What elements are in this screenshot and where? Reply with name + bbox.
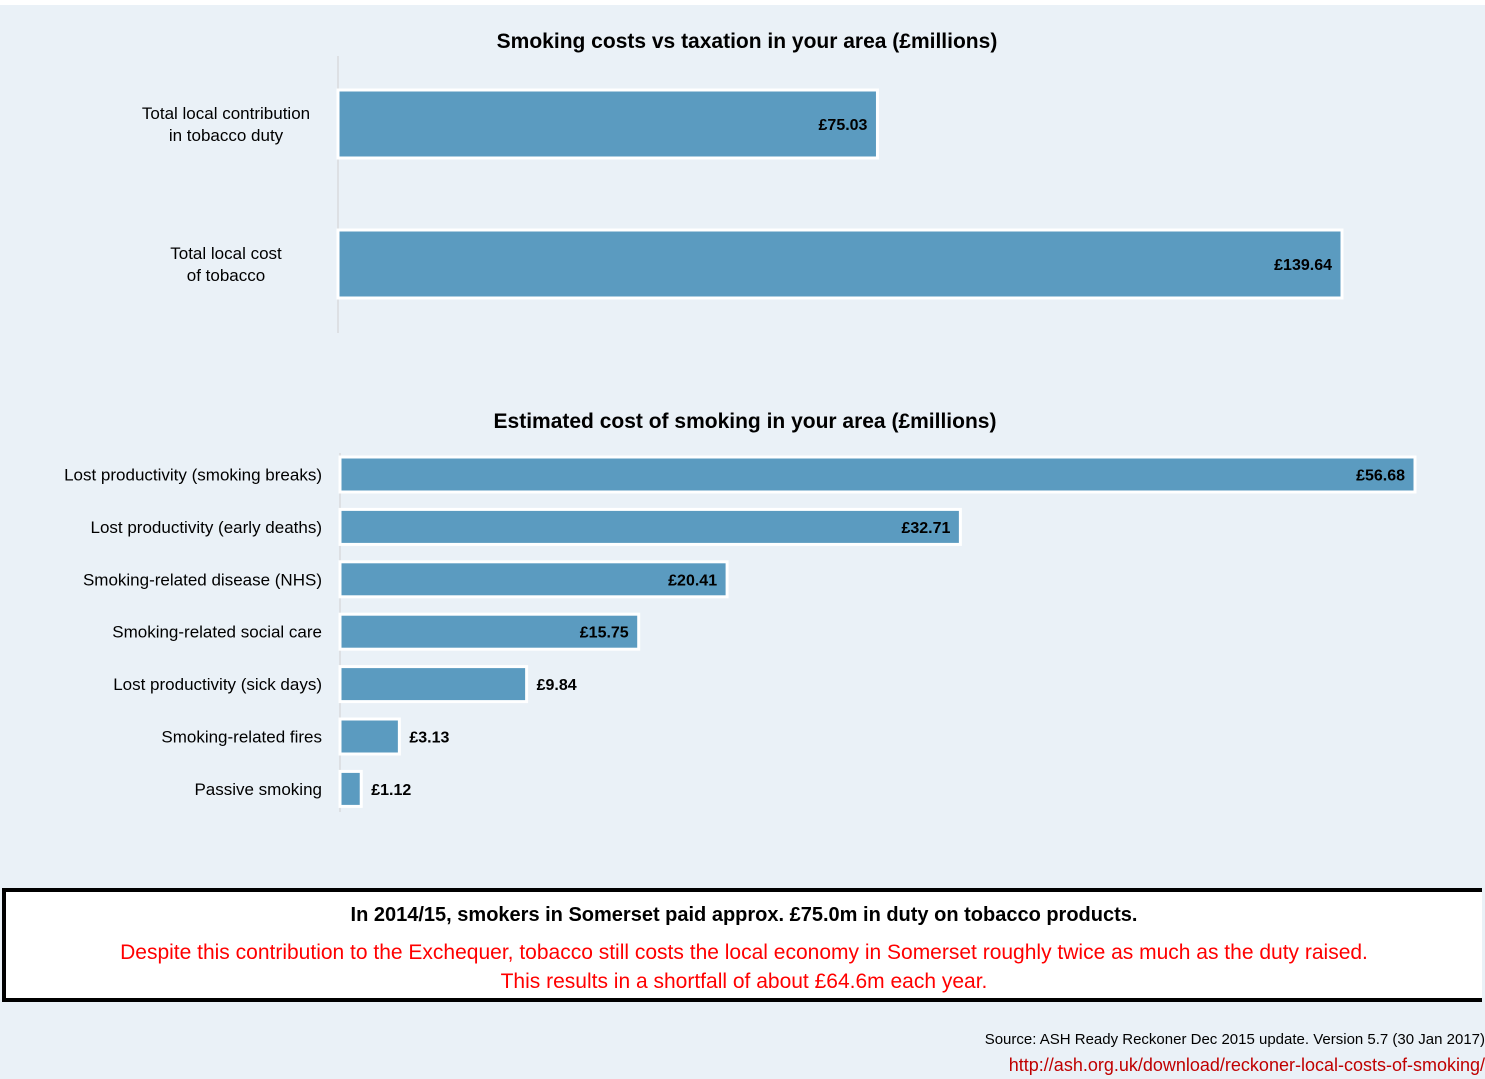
summary-headline: In 2014/15, smokers in Somerset paid app… (350, 904, 1138, 926)
category-label-4: Lost productivity (sick days) (113, 675, 322, 694)
bar-1 (336, 228, 1344, 300)
bar-3 (338, 612, 641, 651)
bar-1 (338, 507, 962, 546)
chart-title-estimated-cost: Estimated cost of smoking in your area (… (494, 410, 997, 433)
source-link[interactable]: http://ash.org.uk/download/reckoner-loca… (1008, 1055, 1485, 1075)
value-label-6: £1.12 (371, 782, 411, 799)
summary-detail-line-1: Despite this contribution to the Exchequ… (120, 941, 1368, 964)
value-label-0: £75.03 (819, 117, 868, 134)
bar-0 (338, 455, 1417, 494)
bar-2 (338, 560, 729, 599)
source-text: Source: ASH Ready Reckoner Dec 2015 upda… (984, 1031, 1485, 1048)
category-label-2: Smoking-related disease (NHS) (83, 570, 322, 589)
category-label-1: Lost productivity (early deaths) (91, 518, 323, 537)
summary-detail: Despite this contribution to the Exchequ… (6, 938, 1482, 996)
value-label-2: £20.41 (668, 572, 717, 589)
category-label-1: Total local cost of tobacco (170, 244, 282, 285)
summary-detail-line-2: This results in a shortfall of about £64… (500, 970, 988, 993)
category-label-5: Smoking-related fires (161, 728, 322, 747)
value-label-3: £15.75 (580, 625, 629, 642)
chart-taxation: £75.03 Total local contribution in tobacco… (142, 88, 1344, 300)
bar-6 (338, 769, 363, 808)
category-label-0: Lost productivity (smoking breaks) (64, 466, 322, 485)
charts-canvas: Smoking costs vs taxation in your area (… (64, 30, 1417, 812)
value-label-0: £56.68 (1356, 468, 1405, 485)
category-label-3: Smoking-related social care (112, 623, 322, 642)
category-label-0: Total local contribution in tobacco duty (142, 104, 310, 145)
bar-0 (336, 88, 879, 160)
value-label-5: £3.13 (409, 730, 449, 747)
category-label-6: Passive smoking (194, 780, 322, 799)
bar-5 (338, 717, 401, 756)
value-label-1: £139.64 (1274, 257, 1332, 274)
chart-estimated-cost: £56.68 Lost productivity (smoking breaks)… (64, 455, 1417, 808)
value-label-1: £32.71 (901, 520, 950, 537)
summary-box: In 2014/15, smokers in Somerset paid app… (2, 888, 1482, 1002)
value-label-4: £9.84 (537, 677, 577, 694)
bar-4 (338, 665, 529, 704)
chart-title-taxation: Smoking costs vs taxation in your area (… (497, 30, 998, 53)
